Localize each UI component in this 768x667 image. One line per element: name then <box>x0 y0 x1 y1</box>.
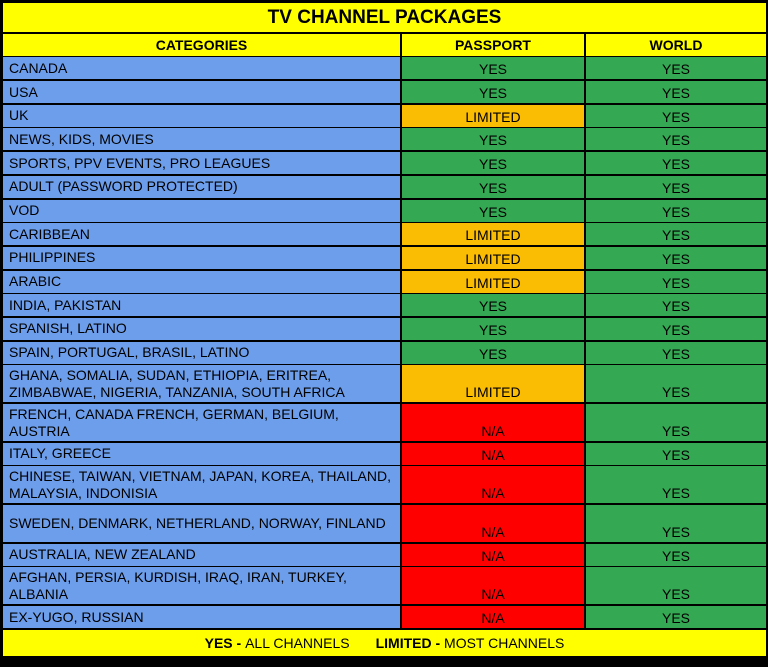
passport-status-cell: YES <box>402 199 584 222</box>
category-cell: GHANA, SOMALIA, SUDAN, ETHIOPIA, ERITREA… <box>3 365 400 403</box>
world-status-cell: YES <box>586 246 766 269</box>
legend-limited-desc: MOST CHANNELS <box>444 634 565 651</box>
category-cell: EX-YUGO, RUSSIAN <box>3 606 400 629</box>
passport-status-cell: LIMITED <box>402 246 584 269</box>
world-status-cell: YES <box>586 404 766 441</box>
category-cell: INDIA, PAKISTAN <box>3 294 400 317</box>
passport-status-cell: N/A <box>402 505 584 543</box>
category-cell: SPAIN, PORTUGAL, BRASIL, LATINO <box>3 341 400 364</box>
category-cell: NEWS, KIDS, MOVIES <box>3 128 400 151</box>
category-cell: SPORTS, PPV EVENTS, PRO LEAGUES <box>3 152 400 175</box>
category-cell: ITALY, GREECE <box>3 442 400 465</box>
passport-status-cell: N/A <box>402 404 584 441</box>
channel-package-table: TV CHANNEL PACKAGES CATEGORIES PASSPORT … <box>3 3 766 664</box>
world-status-cell: YES <box>586 81 766 104</box>
category-cell: CHINESE, TAIWAN, VIETNAM, JAPAN, KOREA, … <box>3 466 400 504</box>
world-status-cell: YES <box>586 270 766 293</box>
passport-status-cell: YES <box>402 128 584 151</box>
legend-footer: YES - ALL CHANNELS LIMITED - MOST CHANNE… <box>3 629 766 656</box>
passport-status-cell: N/A <box>402 567 584 605</box>
world-status-cell: YES <box>586 543 766 566</box>
category-cell: FRENCH, CANADA FRENCH, GERMAN, BELGIUM, … <box>3 404 400 441</box>
world-status-cell: YES <box>586 505 766 543</box>
category-cell: SPANISH, LATINO <box>3 317 400 340</box>
world-status-cell: YES <box>586 567 766 605</box>
world-status-cell: YES <box>586 466 766 504</box>
table-title: TV CHANNEL PACKAGES <box>3 3 766 32</box>
passport-status-cell: LIMITED <box>402 270 584 293</box>
world-status-cell: YES <box>586 128 766 151</box>
world-status-cell: YES <box>586 152 766 175</box>
category-cell: PHILIPPINES <box>3 246 400 269</box>
world-status-cell: YES <box>586 57 766 80</box>
passport-status-cell: LIMITED <box>402 223 584 246</box>
passport-status-cell: N/A <box>402 543 584 566</box>
passport-status-cell: YES <box>402 341 584 364</box>
world-status-cell: YES <box>586 175 766 198</box>
world-status-cell: YES <box>586 104 766 127</box>
passport-status-cell: YES <box>402 81 584 104</box>
category-cell: CANADA <box>3 57 400 80</box>
world-status-cell: YES <box>586 341 766 364</box>
legend-yes-key: YES - <box>204 634 242 651</box>
world-status-cell: YES <box>586 606 766 629</box>
category-cell: CARIBBEAN <box>3 223 400 246</box>
world-status-cell: YES <box>586 223 766 246</box>
header-categories: CATEGORIES <box>3 33 400 56</box>
passport-status-cell: LIMITED <box>402 365 584 403</box>
category-cell: AUSTRALIA, NEW ZEALAND <box>3 543 400 566</box>
passport-status-cell: N/A <box>402 442 584 465</box>
legend-yes-desc: ALL CHANNELS <box>245 634 350 651</box>
category-cell: AFGHAN, PERSIA, KURDISH, IRAQ, IRAN, TUR… <box>3 567 400 605</box>
category-cell: ADULT (PASSWORD PROTECTED) <box>3 175 400 198</box>
passport-status-cell: N/A <box>402 466 584 504</box>
category-cell: SWEDEN, DENMARK, NETHERLAND, NORWAY, FIN… <box>3 505 400 543</box>
passport-status-cell: YES <box>402 294 584 317</box>
passport-status-cell: LIMITED <box>402 104 584 127</box>
category-cell: ARABIC <box>3 270 400 293</box>
header-world: WORLD <box>586 33 766 56</box>
category-cell: VOD <box>3 199 400 222</box>
category-cell: UK <box>3 104 400 127</box>
world-status-cell: YES <box>586 317 766 340</box>
passport-status-cell: YES <box>402 152 584 175</box>
world-status-cell: YES <box>586 365 766 403</box>
world-status-cell: YES <box>586 199 766 222</box>
category-cell: USA <box>3 81 400 104</box>
passport-status-cell: YES <box>402 175 584 198</box>
world-status-cell: YES <box>586 294 766 317</box>
legend-limited-key: LIMITED - <box>375 634 441 651</box>
passport-status-cell: N/A <box>402 606 584 629</box>
world-status-cell: YES <box>586 442 766 465</box>
passport-status-cell: YES <box>402 317 584 340</box>
passport-status-cell: YES <box>402 57 584 80</box>
header-passport: PASSPORT <box>402 33 584 56</box>
